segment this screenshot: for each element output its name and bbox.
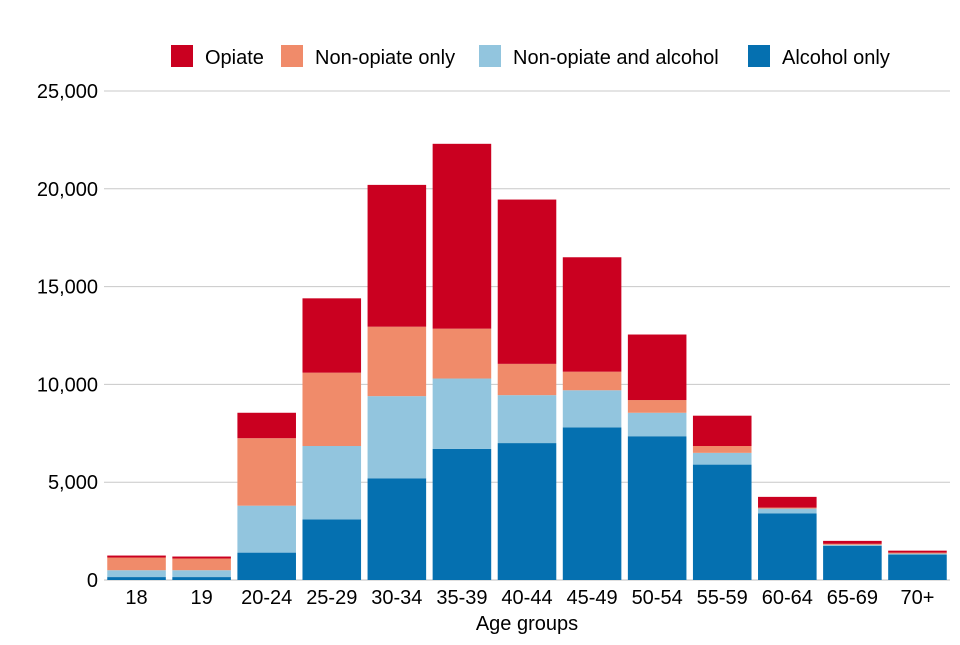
legend-label: Non-opiate only — [315, 47, 455, 69]
bar-segment-alcohol-only-50-54 — [627, 436, 687, 580]
y-axis-ticks: 0 5,000 10,000 15,000 20,000 25,000 — [37, 81, 98, 592]
bar-segment-non-opiate-only-45-49 — [562, 371, 622, 391]
bar-segment-opiate-45-49 — [562, 257, 622, 372]
bar-segment-non-opiate-only-20-24 — [237, 438, 296, 506]
y-tick-label: 25,000 — [37, 81, 98, 103]
bar-segment-non-opiate-only-40-44 — [497, 363, 557, 396]
y-tick-label: 0 — [87, 570, 98, 592]
x-tick-label: 20-24 — [241, 587, 292, 609]
bar-segment-non-opiate-and-alcohol-55-59 — [692, 452, 752, 465]
bar-segment-non-opiate-only-70+ — [888, 552, 947, 554]
bar-segment-non-opiate-and-alcohol-60-64 — [758, 508, 817, 514]
bar-segment-opiate-35-39 — [432, 143, 492, 329]
x-axis-title: Age groups — [476, 613, 578, 635]
legend-swatch — [479, 45, 501, 67]
bar-segment-non-opiate-only-25-29 — [302, 372, 362, 447]
bar-segment-non-opiate-only-65-69 — [823, 543, 882, 545]
bar-segment-opiate-40-44 — [497, 199, 557, 364]
legend-label: Non-opiate and alcohol — [513, 47, 719, 69]
bar-segment-opiate-50-54 — [627, 334, 687, 401]
bar-segment-non-opiate-and-alcohol-35-39 — [432, 378, 492, 449]
bar-segment-non-opiate-only-35-39 — [432, 328, 492, 379]
bar-segment-opiate-25-29 — [302, 298, 362, 373]
bar-segment-alcohol-only-40-44 — [497, 443, 557, 580]
x-axis-ticks: 18 19 20-24 25-29 30-34 35-39 40-44 45-49 50-54 5… — [125, 587, 934, 609]
bar-segment-non-opiate-and-alcohol-30-34 — [367, 396, 427, 479]
y-tick-label: 5,000 — [48, 472, 98, 494]
bar-segment-opiate-30-34 — [367, 184, 427, 327]
bar-segment-non-opiate-only-50-54 — [627, 400, 687, 413]
bar-segment-opiate-70+ — [888, 550, 947, 553]
legend: Opiate Non-opiate only Non-opiate and alco… — [171, 45, 890, 69]
x-tick-label: 19 — [190, 587, 212, 609]
bar-segment-non-opiate-only-30-34 — [367, 326, 427, 397]
bar-segment-alcohol-only-19 — [172, 577, 231, 580]
bar-segment-alcohol-only-70+ — [888, 554, 947, 580]
bar-segment-alcohol-only-20-24 — [237, 552, 296, 580]
bar-segment-opiate-55-59 — [692, 415, 752, 447]
bar-segment-non-opiate-and-alcohol-65-69 — [823, 544, 882, 546]
bars — [107, 143, 947, 580]
x-tick-label: 18 — [125, 587, 147, 609]
legend-label: Alcohol only — [782, 47, 890, 69]
bar-segment-non-opiate-and-alcohol-18 — [107, 570, 166, 578]
legend-swatch — [171, 45, 193, 67]
bar-segment-alcohol-only-55-59 — [692, 464, 752, 580]
x-tick-label: 70+ — [900, 587, 934, 609]
bar-segment-opiate-18 — [107, 555, 166, 558]
bar-segment-alcohol-only-65-69 — [823, 545, 882, 580]
bar-segment-non-opiate-and-alcohol-45-49 — [562, 390, 622, 428]
bar-segment-non-opiate-only-18 — [107, 557, 166, 571]
bar-segment-opiate-20-24 — [237, 412, 296, 439]
bar-segment-opiate-65-69 — [823, 540, 882, 544]
x-tick-label: 55-59 — [697, 587, 748, 609]
legend-label: Opiate — [205, 47, 264, 69]
bar-segment-non-opiate-only-60-64 — [758, 507, 817, 509]
x-tick-label: 50-54 — [632, 587, 683, 609]
bar-segment-non-opiate-only-55-59 — [692, 446, 752, 453]
bar-segment-non-opiate-and-alcohol-19 — [172, 570, 231, 578]
x-tick-label: 60-64 — [762, 587, 813, 609]
legend-swatch — [748, 45, 770, 67]
bar-segment-non-opiate-and-alcohol-20-24 — [237, 505, 296, 553]
x-tick-label: 65-69 — [827, 587, 878, 609]
bar-segment-non-opiate-only-19 — [172, 558, 231, 571]
bar-segment-non-opiate-and-alcohol-25-29 — [302, 446, 362, 520]
bar-segment-non-opiate-and-alcohol-50-54 — [627, 412, 687, 437]
bar-segment-alcohol-only-35-39 — [432, 448, 492, 580]
bar-segment-alcohol-only-60-64 — [758, 513, 817, 580]
bar-segment-alcohol-only-18 — [107, 577, 166, 580]
y-tick-label: 20,000 — [37, 179, 98, 201]
bar-segment-alcohol-only-25-29 — [302, 519, 362, 580]
bar-segment-opiate-60-64 — [758, 496, 817, 508]
x-tick-label: 30-34 — [371, 587, 422, 609]
bar-segment-non-opiate-and-alcohol-40-44 — [497, 395, 557, 444]
bar-segment-non-opiate-and-alcohol-70+ — [888, 553, 947, 555]
x-tick-label: 35-39 — [436, 587, 487, 609]
x-tick-label: 25-29 — [306, 587, 357, 609]
x-tick-label: 40-44 — [501, 587, 552, 609]
bar-segment-alcohol-only-45-49 — [562, 427, 622, 580]
y-tick-label: 10,000 — [37, 374, 98, 396]
legend-swatch — [281, 45, 303, 67]
x-tick-label: 45-49 — [566, 587, 617, 609]
y-tick-label: 15,000 — [37, 277, 98, 299]
bar-segment-opiate-19 — [172, 556, 231, 559]
bar-segment-alcohol-only-30-34 — [367, 478, 427, 580]
